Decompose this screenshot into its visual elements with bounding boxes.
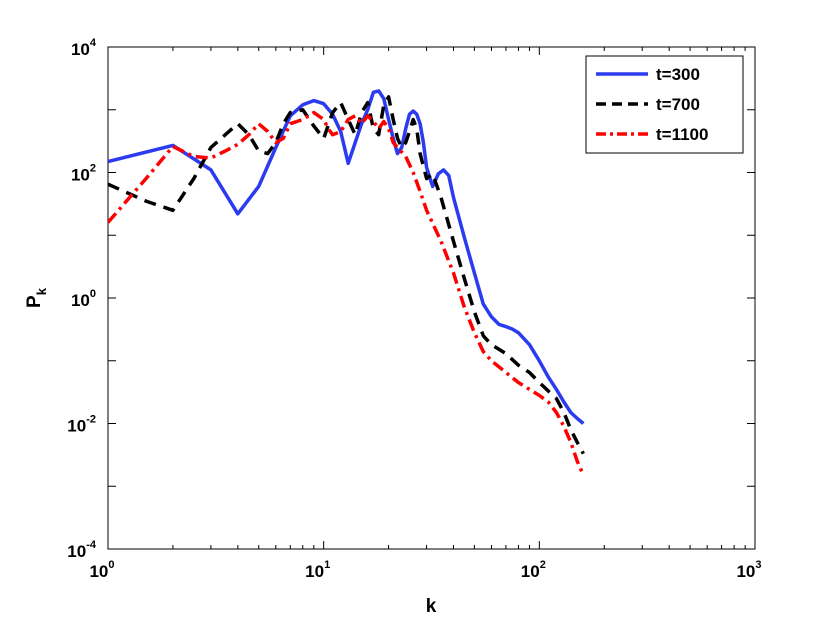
svg-text:Pk: Pk — [24, 287, 49, 308]
axis-ticks — [107, 46, 755, 550]
axis-tick-labels: 100 101 102 103 10-4 10-2 100 102 104 — [67, 37, 761, 581]
x-tick-label: 103 — [736, 559, 761, 581]
y-axis-label-base: P — [24, 295, 45, 308]
x-tick-label: 101 — [305, 559, 330, 581]
series-lines — [108, 89, 586, 476]
legend-label: t=300 — [656, 65, 700, 84]
y-tick-label: 102 — [71, 163, 96, 185]
x-axis-label: k — [426, 596, 437, 617]
series-line-t-300 — [108, 89, 585, 425]
x-tick-label: 100 — [89, 559, 114, 581]
legend-label: t=700 — [656, 95, 700, 114]
y-tick-label: 10-2 — [67, 414, 96, 436]
y-tick-label: 104 — [71, 37, 97, 59]
legend: t=300 t=700 t=1100 — [585, 55, 744, 154]
series-line-t-700 — [108, 95, 585, 455]
y-tick-label: 10-4 — [67, 539, 97, 561]
y-tick-label: 100 — [71, 288, 96, 310]
legend-label: t=1100 — [656, 125, 708, 144]
y-axis-label-subscript: k — [34, 287, 49, 295]
y-axis-label: Pk — [24, 287, 49, 308]
series-line-t-1100 — [108, 110, 586, 476]
x-tick-label: 102 — [521, 559, 546, 581]
